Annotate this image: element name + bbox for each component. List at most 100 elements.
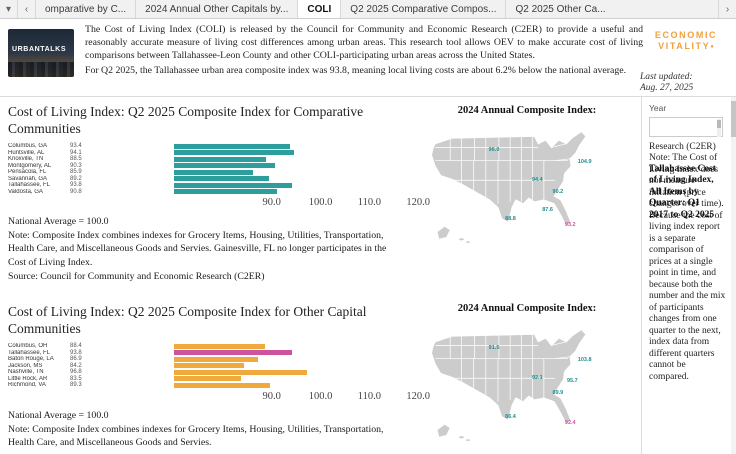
bar[interactable] <box>174 150 294 156</box>
logo-line-2-text: VITALITY <box>658 41 711 51</box>
map-title-other-capitals: 2024 Annual Composite Index: <box>457 303 597 314</box>
bar[interactable] <box>174 343 266 349</box>
bar-plot-area <box>174 176 432 182</box>
dashboard-header: URBANTALKS The Cost of Living Index (COL… <box>0 19 736 96</box>
bar-row: Columbus, OH 88.4 <box>8 343 432 350</box>
bar-category-label: Knoxville, TN <box>8 156 44 163</box>
skyline-graphic <box>8 62 74 77</box>
bar-row: Savannah, GA 89.2 <box>8 176 432 183</box>
intro-paragraph-1: The Cost of Living Index (COLI) is relea… <box>85 24 643 61</box>
bar-plot-area <box>174 143 432 149</box>
tab-q2-2025-comparative-composite[interactable]: Q2 2025 Comparative Compos... <box>341 0 507 18</box>
charts-column: Cost of Living Index: Q2 2025 Composite … <box>0 97 436 450</box>
prev-tab-icon[interactable]: ‹ <box>18 0 36 18</box>
bar[interactable] <box>174 189 278 195</box>
us-map-svg <box>431 329 587 442</box>
bar-value-label: 90.3 <box>70 162 82 169</box>
header-divider <box>0 96 736 97</box>
bar-highlight[interactable] <box>174 350 293 356</box>
axis-tick-label: 90.0 <box>262 390 281 402</box>
map-value-label[interactable]: 89.9 <box>552 390 564 396</box>
tab-2024-annual-other-capitals[interactable]: 2024 Annual Other Capitals by... <box>136 0 299 18</box>
bar-plot-area <box>174 363 432 369</box>
bar-plot-area <box>174 369 432 375</box>
sidebar-note-text: Research (C2ER) Note: The Cost of Living… <box>649 141 726 382</box>
bar-plot-area <box>174 150 432 156</box>
us-map-comparative[interactable]: 96.0 104.9 94.4 90.2 87.6 88.8 93.2 <box>424 117 630 267</box>
sidebar-scrollbar-track[interactable] <box>731 97 736 454</box>
logo-line-1: ECONOMIC <box>654 30 718 40</box>
bar-row: Valdosta, GA 90.8 <box>8 189 432 196</box>
bar-category-label: Little Rock, AR <box>8 375 48 382</box>
bar[interactable] <box>174 382 270 388</box>
axis-tick-label: 110.0 <box>357 390 381 402</box>
map-value-label[interactable]: 95.7 <box>566 378 578 384</box>
bar-plot-area <box>174 356 432 362</box>
map-value-label[interactable]: 86.4 <box>505 414 516 420</box>
city-thumbnail-image: URBANTALKS <box>8 29 74 77</box>
bar-plot-area <box>174 169 432 175</box>
tab-q2-2025-other-capitals[interactable]: Q2 2025 Other Ca... <box>515 4 606 15</box>
axis-tick-label: 100.0 <box>308 390 333 402</box>
chart-title-comparative: Cost of Living Index: Q2 2025 Composite … <box>8 104 364 136</box>
bar[interactable] <box>174 376 241 382</box>
bar-row: Nashville, TN 96.8 <box>8 369 432 376</box>
intro-text: The Cost of Living Index (COLI) is relea… <box>85 23 643 96</box>
map-value-label[interactable]: 91.5 <box>488 345 500 351</box>
sheet-menu-icon[interactable]: ▾ <box>0 0 18 18</box>
bar-category-label: Valdosta, GA <box>8 188 43 195</box>
sidebar-note: Research (C2ER) Note: The Cost of Living… <box>649 142 727 384</box>
bar-category-label: Richmond, VA <box>8 382 46 389</box>
map-value-label[interactable]: 103.8 <box>577 357 592 363</box>
tab-coli[interactable]: COLI <box>298 0 342 18</box>
last-updated-date: Aug. 27, 2025 <box>640 83 694 93</box>
bar-category-label: Huntsville, AL <box>8 149 45 156</box>
us-map-other-capitals[interactable]: 91.5 103.8 92.1 95.7 89.9 86.4 92.4 <box>424 315 630 454</box>
bar-value-label: 83.5 <box>70 375 82 382</box>
map-block-other-capitals: 2024 Annual Composite Index: <box>412 303 642 454</box>
bar-value-label: 96.8 <box>70 369 82 376</box>
map-value-label[interactable]: 96.0 <box>488 147 500 153</box>
bar-value-label: 93.4 <box>70 143 82 150</box>
bar[interactable] <box>174 369 307 375</box>
bar-category-label: Columbus, GA <box>8 143 48 150</box>
map-value-label[interactable]: 92.1 <box>531 375 543 381</box>
map-value-label[interactable]: 94.4 <box>531 177 543 183</box>
chart-section-comparative: Cost of Living Index: Q2 2025 Composite … <box>0 103 436 283</box>
bar[interactable] <box>174 156 266 162</box>
bar-category-label: Savannah, GA <box>8 175 48 182</box>
bar[interactable] <box>174 356 258 362</box>
year-parameter-label: Year <box>649 103 667 113</box>
bar-value-label: 93.8 <box>70 182 82 189</box>
axis-tick-label: 120.0 <box>406 197 431 208</box>
bar-plot-area <box>174 163 432 169</box>
bar-value-label: 84.2 <box>70 362 82 369</box>
bar[interactable] <box>174 143 291 149</box>
map-value-label-highlight[interactable]: 93.2 <box>564 222 576 228</box>
bar-value-label: 93.8 <box>70 349 82 356</box>
bar[interactable] <box>174 176 270 182</box>
bar-category-label: Nashville, TN <box>8 369 44 376</box>
economic-vitality-logo: ECONOMIC VITALITY● <box>642 30 730 53</box>
year-list-scrollbar[interactable] <box>717 118 721 137</box>
last-updated-label: Last updated: <box>640 72 693 82</box>
map-value-label[interactable]: 90.2 <box>552 189 564 195</box>
map-value-label-highlight[interactable]: 92.4 <box>564 420 576 426</box>
bar[interactable] <box>174 182 293 188</box>
year-parameter-list[interactable] <box>649 116 723 137</box>
bar[interactable] <box>174 363 245 369</box>
bar-value-label: 88.5 <box>70 156 82 163</box>
map-value-label[interactable]: 88.8 <box>505 216 516 222</box>
map-value-label[interactable]: 87.6 <box>542 207 553 213</box>
map-value-label[interactable]: 104.9 <box>577 159 592 165</box>
bar-value-label: 89.2 <box>70 175 82 182</box>
tab-comparative-by-c[interactable]: omparative by C... <box>36 0 137 18</box>
next-tab-icon[interactable]: › <box>718 0 736 18</box>
axis-tick-label: 110.0 <box>357 197 381 208</box>
bar[interactable] <box>174 169 253 175</box>
chart-notes-comparative: National Average = 100.0 Note: Composite… <box>8 215 406 283</box>
bar[interactable] <box>174 163 275 169</box>
bar-plot-area <box>174 189 432 195</box>
bar-value-label: 85.9 <box>70 169 82 176</box>
sidebar-scrollbar-thumb[interactable] <box>731 101 736 137</box>
